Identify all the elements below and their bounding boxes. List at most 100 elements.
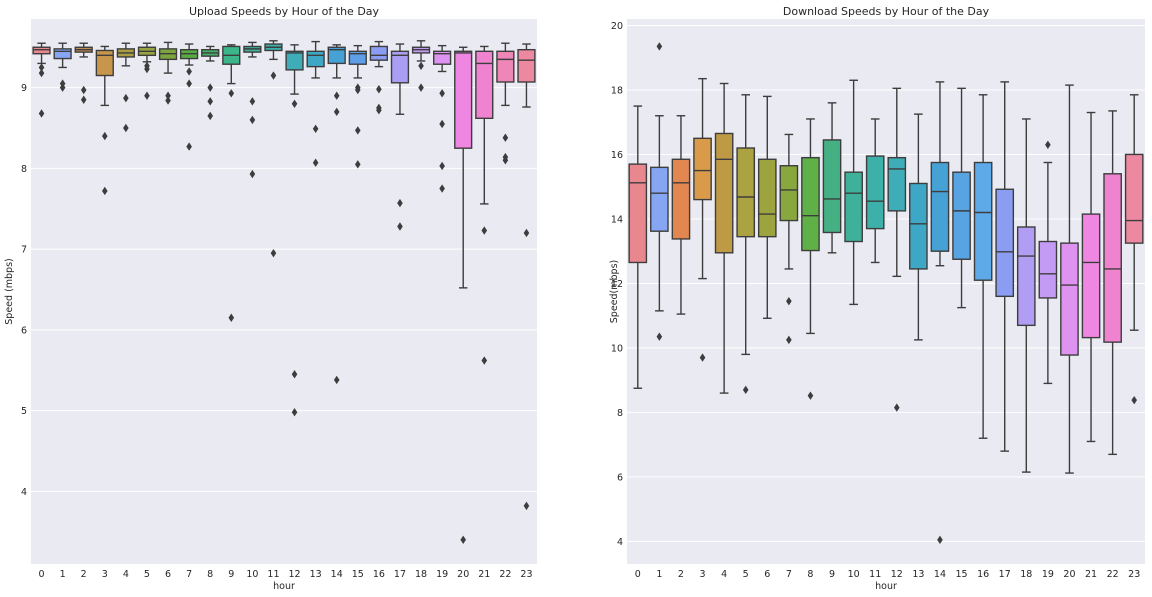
xtick-label-18: 18 [1020, 569, 1032, 580]
outlier-point [249, 169, 256, 179]
outlier-point [270, 248, 277, 258]
xtick-label-22: 22 [499, 569, 511, 580]
box-18 [1016, 118, 1036, 473]
xtick-label-6: 6 [165, 569, 171, 580]
outlier-point [312, 124, 319, 134]
box-body [779, 165, 799, 222]
xtick-label-3: 3 [102, 569, 108, 580]
ytick-label-8: 20 [611, 21, 623, 32]
outlier-point [786, 296, 792, 306]
chart-title: Upload Speeds by Hour of the Day [189, 5, 380, 18]
xtick-label-18: 18 [415, 569, 427, 580]
y-axis-label: Speed (mbps) [4, 258, 15, 324]
ytick-label-3: 7 [21, 245, 27, 256]
ytick-label-0: 4 [617, 537, 623, 548]
outlier-point [439, 161, 445, 171]
box-body [822, 139, 842, 234]
box-17 [390, 43, 410, 231]
xtick-label-15: 15 [352, 569, 364, 580]
xtick-label-23: 23 [1128, 569, 1140, 580]
xtick-label-4: 4 [123, 569, 129, 580]
box-14 [930, 81, 950, 545]
box-body [973, 161, 993, 281]
xtick-label-15: 15 [955, 569, 967, 580]
outlier-point [1131, 395, 1138, 405]
box-body [1081, 213, 1101, 339]
outlier-point [207, 97, 214, 106]
box-body [306, 50, 325, 68]
box-body [930, 161, 950, 252]
box-body [865, 155, 885, 230]
outlier-point [291, 370, 298, 379]
outlier-point [38, 109, 45, 118]
outlier-point [228, 89, 235, 98]
outlier-point [893, 403, 900, 412]
plot-background [627, 19, 1145, 564]
box-9 [222, 44, 241, 322]
xtick-label-10: 10 [848, 569, 860, 580]
box-body [693, 137, 712, 201]
ytick-label-1: 5 [21, 406, 27, 417]
box-19 [432, 44, 452, 193]
outlier-point [249, 97, 256, 106]
outlier-point [270, 71, 277, 80]
box-body [1124, 153, 1144, 244]
xtick-label-17: 17 [999, 569, 1011, 580]
box-16 [973, 94, 993, 439]
box-body [348, 50, 367, 65]
box-body [801, 156, 820, 252]
outlier-point [59, 83, 66, 92]
box-8 [801, 118, 820, 400]
ytick-label-4: 12 [611, 279, 623, 290]
box-6 [757, 95, 777, 319]
xtick-label-21: 21 [478, 569, 490, 580]
outlier-point [144, 64, 150, 74]
outlier-point [186, 79, 192, 88]
box-1 [650, 42, 669, 341]
outlier-point [656, 332, 663, 341]
xtick-label-21: 21 [1085, 569, 1097, 580]
xtick-label-12: 12 [288, 569, 300, 580]
outlier-point [354, 85, 361, 95]
xtick-label-20: 20 [457, 569, 469, 580]
box-13 [909, 113, 928, 341]
box-14 [327, 44, 346, 385]
outlier-point [481, 226, 488, 235]
box-body [909, 182, 928, 270]
box-body [1016, 226, 1036, 327]
box-body [844, 171, 863, 243]
outlier-point [418, 61, 424, 71]
outlier-point [80, 85, 87, 95]
xtick-label-12: 12 [891, 569, 903, 580]
ytick-label-0: 4 [21, 487, 27, 498]
box-body [327, 46, 346, 65]
outlier-point [165, 96, 171, 105]
outlier-point [38, 63, 45, 72]
box-1 [53, 42, 72, 92]
outlier-point [80, 95, 87, 104]
xtick-label-3: 3 [700, 569, 706, 580]
box-13 [306, 40, 325, 167]
box-body [95, 49, 114, 77]
box-8 [201, 45, 220, 121]
ytick-label-2: 6 [21, 325, 27, 336]
ytick-label-5: 9 [21, 83, 27, 94]
box-body [736, 147, 756, 238]
outlier-point [397, 222, 403, 231]
box-body [714, 132, 734, 254]
outlier-point [502, 133, 509, 142]
box-3 [95, 45, 114, 196]
outlier-point [1045, 140, 1051, 149]
ytick-label-2: 8 [617, 408, 623, 419]
box-0 [32, 42, 51, 118]
xtick-label-5: 5 [743, 569, 749, 580]
box-4 [116, 42, 136, 133]
box-body [517, 48, 536, 83]
xtick-label-9: 9 [829, 569, 835, 580]
box-4 [714, 82, 734, 394]
xtick-label-14: 14 [934, 569, 946, 580]
outlier-point [786, 335, 792, 345]
outlier-point [418, 83, 424, 92]
outlier-point [502, 156, 509, 165]
